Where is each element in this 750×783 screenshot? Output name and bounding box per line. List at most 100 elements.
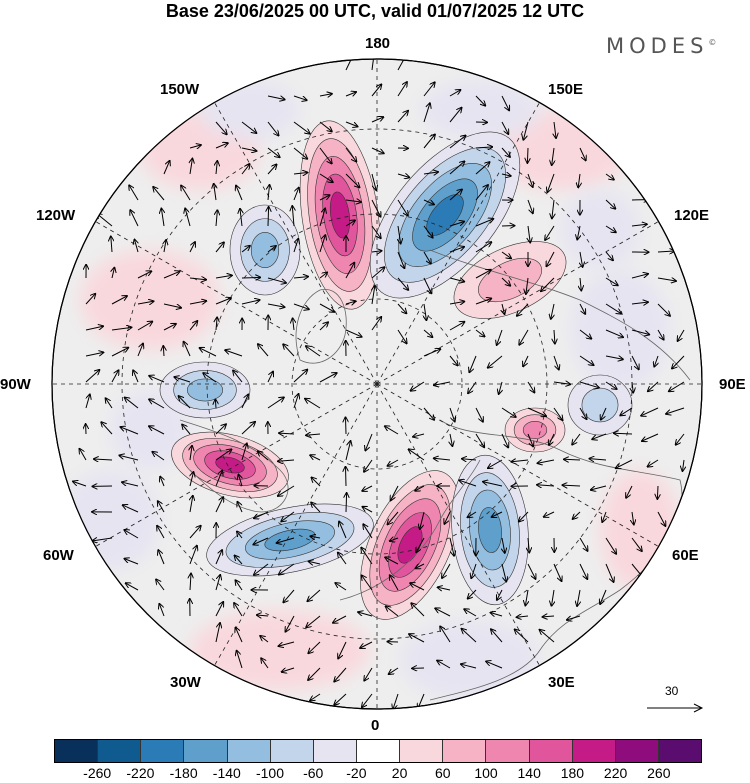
- wind-vector: [338, 553, 347, 565]
- wind-vector: [293, 188, 299, 201]
- background-anomaly: [420, 80, 540, 140]
- wind-vector: [283, 344, 295, 357]
- wind-vector: [553, 382, 570, 384]
- wind-vector: [631, 224, 647, 226]
- wind-vector: [449, 355, 458, 365]
- wind-vector: [397, 303, 406, 313]
- wind-vector: [541, 277, 555, 291]
- wind-vector: [411, 381, 425, 391]
- wind-vector: [189, 278, 206, 280]
- meridian-line: [95, 221, 378, 385]
- wind-vector: [528, 537, 529, 552]
- wind-vector: [293, 95, 307, 100]
- wind-vector: [449, 136, 466, 149]
- wind-vector: [435, 608, 451, 617]
- wind-vector: [293, 277, 308, 278]
- wind-vector: [149, 399, 165, 409]
- wind-vector: [386, 606, 399, 617]
- wind-vector: [519, 329, 529, 345]
- wind-vector: [497, 589, 503, 600]
- wind-vector: [641, 407, 659, 416]
- wind-vector: [112, 268, 114, 279]
- wind-vector: [449, 302, 464, 305]
- wind-vector: [605, 356, 623, 359]
- wind-vector: [523, 355, 529, 366]
- wind-vector: [631, 329, 649, 335]
- wind-vector: [501, 121, 508, 134]
- wind-vector: [184, 342, 191, 357]
- wind-vector: [543, 616, 555, 617]
- wind-vector: [153, 187, 165, 201]
- wind-vector: [93, 538, 113, 541]
- wind-vector: [552, 147, 554, 165]
- colorbar-segment: [572, 740, 616, 762]
- wind-vector: [469, 355, 477, 372]
- wind-vector: [215, 400, 216, 409]
- wind-vector: [512, 460, 529, 462]
- wind-vector: [372, 286, 375, 305]
- wind-vector: [449, 278, 464, 282]
- wind-vector: [545, 225, 555, 240]
- wind-vector: [475, 162, 490, 175]
- colorbar-segment: [356, 740, 401, 762]
- wind-vector: [563, 485, 581, 486]
- wind-vector: [423, 407, 434, 420]
- wind-vector: [122, 482, 139, 487]
- wind-vector: [133, 370, 139, 383]
- wind-vector: [527, 433, 533, 446]
- wind-vector: [241, 277, 260, 278]
- positive-anomaly-near-75e: [504, 407, 566, 453]
- wind-vector: [268, 185, 270, 201]
- wind-vector: [632, 511, 634, 524]
- wind-vector: [282, 667, 295, 672]
- wind-vector: [567, 615, 581, 620]
- wind-vector: [423, 251, 431, 264]
- colorbar-segment: [400, 740, 444, 762]
- wind-vector: [397, 82, 407, 97]
- wind-vector: [293, 173, 307, 175]
- wind-vector: [475, 433, 484, 447]
- wind-vector: [390, 538, 399, 541]
- background-anomaly: [570, 270, 670, 390]
- colorbar-tick-label: -140: [212, 765, 241, 781]
- wind-vector: [528, 225, 530, 242]
- colorbar-tick-label: -100: [255, 765, 285, 781]
- wind-vector: [293, 394, 299, 409]
- wind-vector: [527, 381, 534, 392]
- lon-label-0: 0: [371, 717, 380, 734]
- wind-vector: [236, 186, 243, 201]
- wind-vector: [488, 459, 503, 468]
- wind-vector: [137, 344, 143, 357]
- wind-vector: [666, 407, 685, 414]
- wind-vector: [468, 511, 477, 517]
- wind-vector: [311, 536, 321, 538]
- wind-vector: [182, 425, 191, 435]
- lon-label-60e: 60E: [672, 547, 699, 564]
- wind-vector: [491, 613, 503, 616]
- wind-vector: [475, 219, 493, 227]
- wind-vector: [631, 274, 648, 279]
- wind-vector: [449, 247, 464, 253]
- colorbar-tick-label: 100: [474, 765, 498, 781]
- wind-vector: [554, 121, 556, 138]
- wind-vector: [253, 537, 269, 545]
- wind-vector: [475, 242, 491, 253]
- wind-vector: [468, 381, 477, 393]
- wind-vector: [215, 275, 232, 278]
- wind-vector: [502, 303, 505, 314]
- wind-vector: [85, 294, 95, 305]
- lon-label-90e: 90E: [719, 376, 746, 393]
- wind-vector: [413, 434, 425, 437]
- wind-vector: [683, 459, 685, 471]
- wind-vector: [254, 563, 269, 575]
- wind-vector: [579, 563, 587, 579]
- wind-vector: [626, 485, 633, 498]
- colorbar: [54, 739, 702, 763]
- meridian-line: [214, 383, 378, 666]
- wind-vector: [614, 433, 633, 434]
- wind-vector: [152, 452, 165, 461]
- wind-vector: [475, 299, 491, 305]
- wind-vector: [308, 641, 321, 653]
- wind-vector: [397, 277, 408, 290]
- wind-vector: [190, 159, 192, 175]
